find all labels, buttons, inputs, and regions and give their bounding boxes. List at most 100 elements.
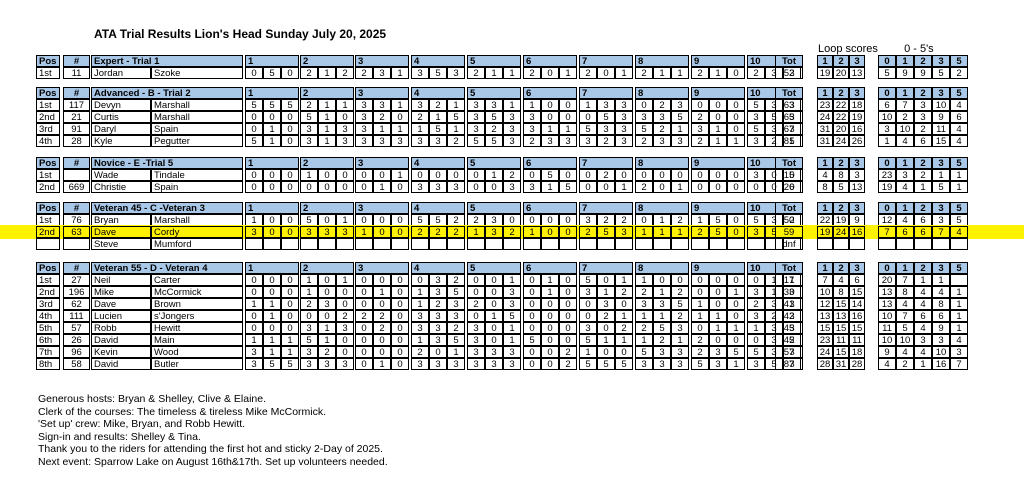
section-score — [429, 238, 447, 250]
section-score: 2 — [765, 135, 783, 147]
section-score: 1 — [653, 310, 671, 322]
section-score: 0 — [671, 169, 689, 181]
section-score: 1 — [671, 334, 689, 346]
fives-header: 5 — [950, 55, 968, 67]
section-score: 3 — [355, 135, 373, 147]
section-score: 2 — [747, 298, 765, 310]
loop-header: 8 — [635, 87, 689, 99]
loop-score: 20 — [833, 123, 849, 135]
fives-count: 4 — [896, 181, 914, 193]
loop-header: 1 — [245, 157, 299, 169]
section-score: 0 — [597, 274, 615, 286]
fives-count: 11 — [878, 322, 896, 334]
section-score — [467, 238, 485, 250]
loop-header: 9 — [691, 262, 745, 274]
section-score: 0 — [597, 346, 615, 358]
fives-header: 2 — [914, 87, 932, 99]
section-score: 5 — [653, 322, 671, 334]
section-score: 0 — [281, 274, 299, 286]
section-score: 3 — [467, 322, 485, 334]
class-name: Advanced - B - Trial 2 — [91, 87, 243, 99]
loop-score: 6 — [849, 274, 865, 286]
section-score: 0 — [709, 169, 727, 181]
section-score: 5 — [523, 334, 541, 346]
total-score: 42 — [775, 310, 803, 322]
fives-count: 11 — [932, 123, 950, 135]
section-score: 3 — [597, 298, 615, 310]
section-score: 0 — [523, 346, 541, 358]
rider-last-name: McCormick — [151, 286, 243, 298]
section-score: 1 — [635, 310, 653, 322]
fives-count: 4 — [950, 334, 968, 346]
section-score: 3 — [411, 358, 429, 370]
section-score: 1 — [541, 123, 559, 135]
fives-count: 10 — [878, 334, 896, 346]
loop-score-header: 1 — [817, 157, 833, 169]
section-score: 0 — [336, 111, 354, 123]
loop-header: 2 — [300, 157, 354, 169]
loop-header: 6 — [523, 202, 577, 214]
fives-count: 5 — [932, 67, 950, 79]
section-score: 0 — [281, 123, 299, 135]
fives-count: 1 — [914, 274, 932, 286]
section-score: 0 — [727, 67, 745, 79]
section-score: 1 — [579, 99, 597, 111]
section-score: 5 — [579, 358, 597, 370]
fives-header: 1 — [896, 157, 914, 169]
section-score: 3 — [709, 358, 727, 370]
rider-last-name: Marshall — [151, 99, 243, 111]
section-score: 0 — [709, 286, 727, 298]
section-score: 0 — [559, 286, 577, 298]
page-title: ATA Trial Results Lion's Head Sunday Jul… — [94, 27, 387, 41]
section-score: 1 — [709, 310, 727, 322]
section-score: 0 — [691, 181, 709, 193]
fives-count: 1 — [950, 298, 968, 310]
total-score: dnf — [775, 238, 803, 250]
section-score: 0 — [691, 169, 709, 181]
loop-score: 5 — [833, 181, 849, 193]
section-score: 3 — [559, 135, 577, 147]
section-score: 1 — [281, 334, 299, 346]
section-score: 2 — [300, 298, 318, 310]
section-score: 5 — [635, 346, 653, 358]
section-score: 0 — [559, 310, 577, 322]
section-score: 3 — [747, 135, 765, 147]
section-score: 0 — [541, 99, 559, 111]
section-score: 2 — [597, 169, 615, 181]
fives-header: 0 — [878, 202, 896, 214]
section-score: 0 — [579, 169, 597, 181]
section-score: 1 — [747, 322, 765, 334]
section-score: 3 — [615, 99, 633, 111]
loop-header: 8 — [635, 157, 689, 169]
section-score: 0 — [541, 226, 559, 238]
rider-number: 63 — [63, 226, 90, 238]
section-score: 0 — [318, 274, 336, 286]
fives-header: 0 — [878, 262, 896, 274]
loop-score: 18 — [849, 346, 865, 358]
section-score: 5 — [559, 181, 577, 193]
section-score: 0 — [391, 346, 409, 358]
section-score: 3 — [541, 135, 559, 147]
loop-score: 28 — [849, 358, 865, 370]
fives-count: 2 — [896, 358, 914, 370]
section-score: 3 — [336, 358, 354, 370]
section-score: 2 — [671, 310, 689, 322]
section-score: 1 — [503, 334, 521, 346]
loop-score: 15 — [833, 346, 849, 358]
section-score: 0 — [727, 226, 745, 238]
section-score: 3 — [615, 226, 633, 238]
section-score: 0 — [635, 169, 653, 181]
section-score: 5 — [597, 226, 615, 238]
section-score: 2 — [691, 226, 709, 238]
rider-number: 11 — [63, 67, 90, 79]
section-score: 1 — [541, 274, 559, 286]
section-score: 0 — [523, 298, 541, 310]
section-score: 0 — [281, 67, 299, 79]
section-score: 0 — [373, 274, 391, 286]
section-score: 0 — [559, 274, 577, 286]
section-score: 3 — [747, 226, 765, 238]
section-score: 2 — [523, 135, 541, 147]
section-score: 3 — [671, 358, 689, 370]
loop-score-header: 2 — [833, 202, 849, 214]
section-score: 1 — [727, 286, 745, 298]
